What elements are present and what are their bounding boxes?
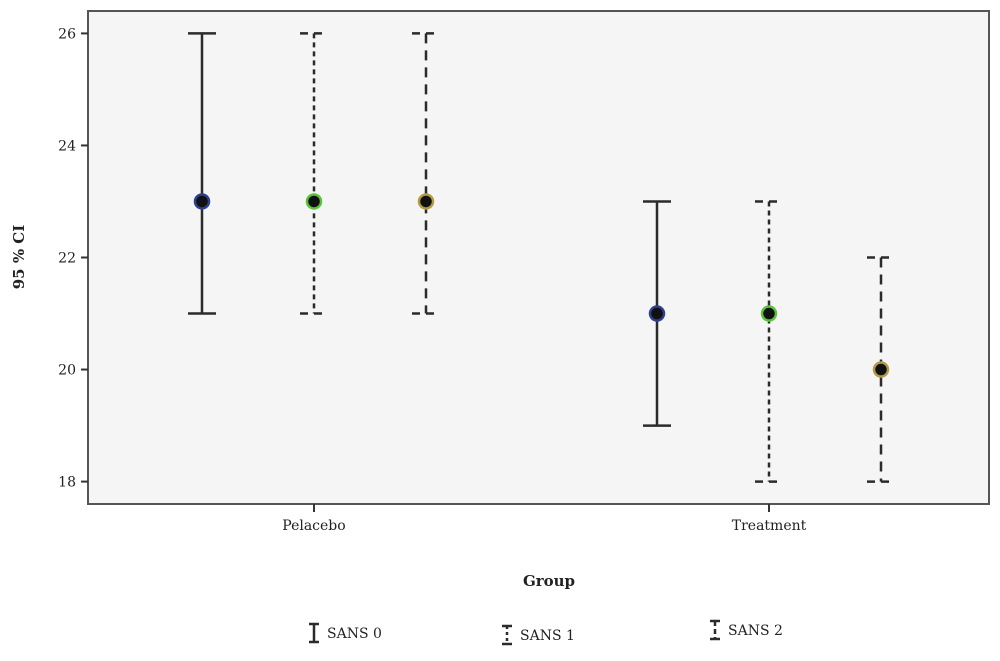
y-tick-label-26: 26 xyxy=(58,26,76,42)
x-tick-label-0: Pelacebo xyxy=(282,518,345,534)
y-tick-label-24: 24 xyxy=(58,138,76,154)
mean-marker-s2-g0 xyxy=(417,193,435,210)
mean-marker-s0-g1 xyxy=(648,305,666,322)
y-tick-label-18: 18 xyxy=(58,475,76,491)
x-tick-label-1: Treatment xyxy=(732,518,807,534)
x-axis-title: Group xyxy=(523,572,575,590)
legend: SANS 0 SANS 1 SANS 2 xyxy=(309,619,783,646)
y-axis-title: 95 % CI xyxy=(10,225,28,290)
error-bars xyxy=(188,32,895,483)
mean-marker-s0-g0 xyxy=(193,193,211,210)
x-axis: Pelacebo Treatment xyxy=(282,504,807,534)
legend-label-2: SANS 2 xyxy=(728,623,783,639)
mean-marker-s2-g1 xyxy=(872,361,890,378)
y-tick-label-22: 22 xyxy=(58,251,76,267)
plot-area xyxy=(87,10,990,505)
y-tick-label-20: 20 xyxy=(58,363,76,379)
mean-marker-s1-g1 xyxy=(760,305,778,322)
legend-label-0: SANS 0 xyxy=(327,626,382,642)
legend-label-1: SANS 1 xyxy=(520,628,575,644)
mean-marker-s1-g0 xyxy=(305,193,323,210)
y-axis: 18 20 22 24 26 xyxy=(58,26,88,491)
